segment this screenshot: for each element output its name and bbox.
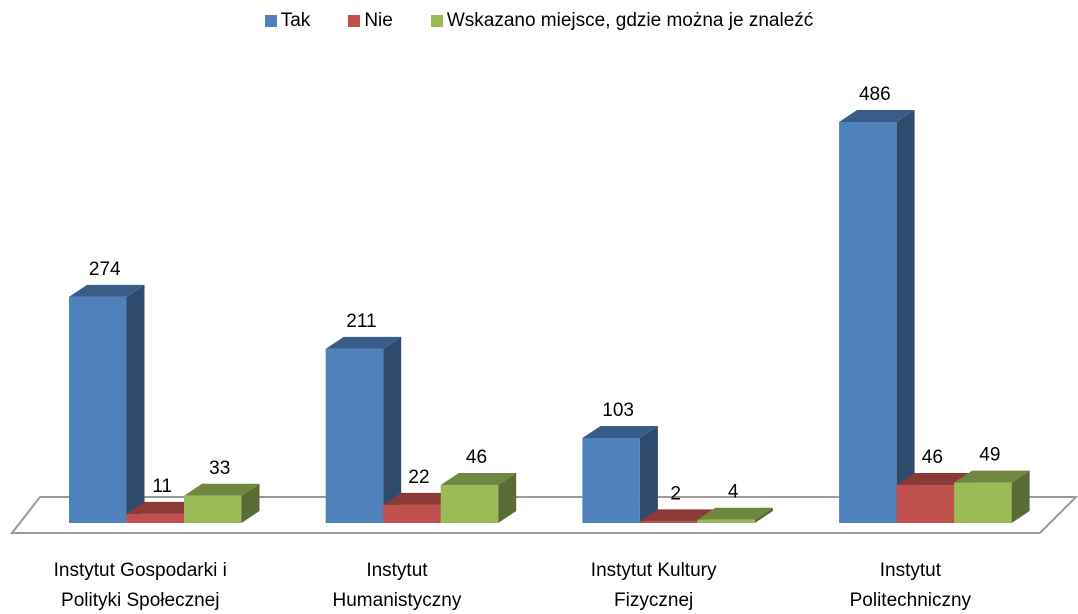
bar (69, 296, 127, 523)
bar-top (582, 426, 658, 439)
bar-side (383, 336, 402, 523)
x-tick-label: Instytut Kultury Fizycznej (590, 560, 717, 611)
bar-side (639, 426, 658, 523)
data-label: 103 (602, 400, 634, 421)
data-label: 33 (209, 458, 230, 479)
bar-top (69, 284, 145, 297)
legend: Tak Nie Wskazano miejsce, gdzie można je z… (0, 10, 1078, 32)
data-label: 486 (859, 84, 891, 105)
data-label: 2 (670, 483, 681, 504)
bar-top (383, 492, 459, 505)
bar (440, 485, 499, 523)
bar-side (126, 284, 145, 523)
bar (639, 521, 698, 523)
bar-side (1011, 470, 1030, 523)
bar-top (440, 473, 517, 486)
bar-top (839, 110, 915, 122)
legend-label: Tak (280, 10, 311, 31)
bar (954, 482, 1012, 523)
bar-top (954, 470, 1030, 483)
data-label: 4 (728, 482, 739, 503)
floor (9, 496, 1078, 534)
bar-top (639, 509, 716, 522)
data-label: 22 (408, 467, 429, 488)
bar-top (325, 336, 402, 349)
bar-top (697, 507, 773, 520)
data-label: 11 (152, 476, 172, 497)
data-label: 46 (922, 447, 943, 468)
data-label: 49 (979, 445, 1000, 466)
bar-top (126, 501, 202, 514)
legend-label: Wskazano miejsce, gdzie można je znaleźć (446, 10, 814, 31)
bar (383, 504, 441, 523)
x-tick-label: Instytut Humanistyczny (332, 560, 462, 611)
x-tick-label: Instytut Politechniczny (849, 560, 972, 611)
bar (896, 485, 955, 523)
bar-side (241, 483, 260, 523)
legend-swatch (264, 15, 277, 27)
data-label: 211 (346, 311, 376, 332)
legend-item: Nie (348, 10, 393, 32)
bar (184, 495, 242, 523)
bar-side (896, 110, 915, 523)
legend-swatch (348, 15, 361, 27)
legend-label: Nie (364, 10, 393, 31)
bar (839, 122, 897, 523)
legend-item: Wskazano miejsce, gdzie można je znaleźć (430, 10, 814, 32)
bar (582, 438, 640, 523)
bar-top (896, 473, 973, 486)
bar (126, 513, 184, 523)
bar (325, 348, 384, 523)
bar-side (754, 507, 773, 523)
bar-side (498, 473, 517, 523)
data-label: 46 (466, 447, 487, 468)
legend-item: Tak (264, 10, 311, 32)
legend-swatch (430, 15, 443, 27)
bar-top (184, 483, 260, 496)
x-tick-label: Instytut Gospodarki i Polityki Społeczne… (53, 560, 227, 611)
bar (697, 519, 755, 523)
data-label: 274 (89, 259, 121, 280)
